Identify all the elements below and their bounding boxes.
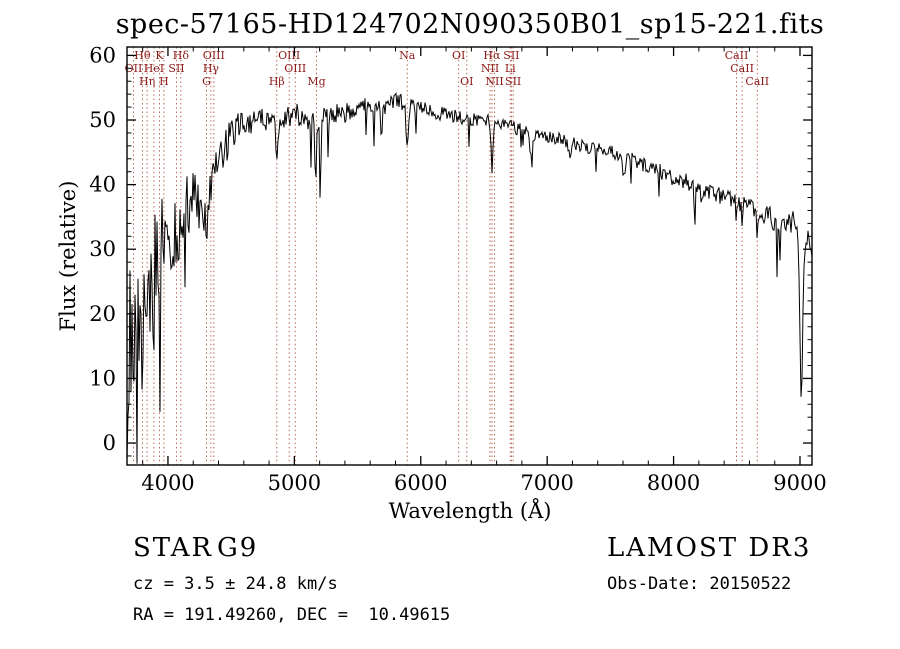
cz-value: cz = 3.5 ± 24.8 km/s: [133, 574, 338, 594]
y-tick-label: 20: [89, 302, 116, 326]
spectrum-trace-layer: [126, 92, 813, 464]
spectral-line-label: CaII: [730, 62, 754, 75]
spectral-line-label: OI: [460, 75, 473, 88]
x-axis-title: Wavelength (Å): [389, 498, 552, 523]
x-tick-label: 5000: [268, 471, 321, 495]
spectral-line-label: G: [202, 75, 211, 88]
spectral-line-label: Hη: [139, 75, 155, 88]
spectral-line-label: NII: [481, 62, 499, 75]
spectral-line-label: OIII: [203, 49, 225, 62]
spectral-line-label: K: [155, 49, 164, 62]
x-tick-label: 9000: [773, 471, 826, 495]
spectral-line-label: CaII: [725, 49, 749, 62]
axes-layer: 4000 5000 6000 7000 8000 9000 0 10 20 30 40 50 60: [89, 43, 826, 495]
spectral-line-label: Hα: [483, 49, 501, 62]
x-tick-label: 7000: [520, 471, 573, 495]
obs-date-value: Obs-Date: 20150522: [607, 574, 791, 594]
x-tick-label: 6000: [394, 471, 447, 495]
spectral-line-label: Hγ: [203, 62, 220, 75]
x-tick-label: 8000: [647, 471, 700, 495]
survey-label: LAMOST DR3: [607, 533, 811, 563]
subclass-label: G9: [217, 533, 258, 563]
spectral-line-label: Na: [399, 49, 416, 62]
y-tick-label: 50: [89, 108, 116, 132]
y-tick-label: 10: [89, 366, 116, 390]
spectrum-trace: [126, 92, 813, 464]
spectral-line-label: NII: [485, 75, 503, 88]
y-tick-label: 30: [89, 237, 116, 261]
spectral-line-label: Hδ: [173, 49, 190, 62]
ra-dec-value: RA = 191.49260, DEC = 10.49615: [133, 605, 450, 625]
spectral-line-markers: [132, 47, 758, 465]
spectral-line-label: OIII: [278, 49, 300, 62]
spectral-line-label: Mg: [307, 75, 325, 88]
spectral-line-label: SII: [505, 75, 521, 88]
spectral-line-label: Hβ: [269, 75, 285, 88]
y-tick-label: 0: [103, 431, 116, 455]
spectral-line-label: SII: [503, 49, 519, 62]
spectral-line-label: SII: [168, 62, 184, 75]
spectral-line-label: CaII: [745, 75, 769, 88]
y-axis-title: Flux (relative): [56, 181, 80, 332]
spectral-line-label: OII: [125, 62, 143, 75]
spectral-line-label: OIII: [284, 62, 306, 75]
spectral-line-label: Hθ: [134, 49, 151, 62]
spectral-line-label: Li: [505, 62, 516, 75]
spectral-line-label: H: [159, 75, 169, 88]
y-tick-label: 40: [89, 173, 116, 197]
spectral-line-label: HeI: [144, 62, 164, 75]
y-tick-label: 60: [89, 43, 116, 67]
classification-label: STAR: [133, 533, 213, 563]
plot-title: spec-57165-HD124702N090350B01_sp15-221.f…: [116, 9, 825, 40]
x-tick-label: 4000: [141, 471, 194, 495]
plot-frame: [126, 46, 813, 466]
spectral-line-label: OI: [452, 49, 465, 62]
